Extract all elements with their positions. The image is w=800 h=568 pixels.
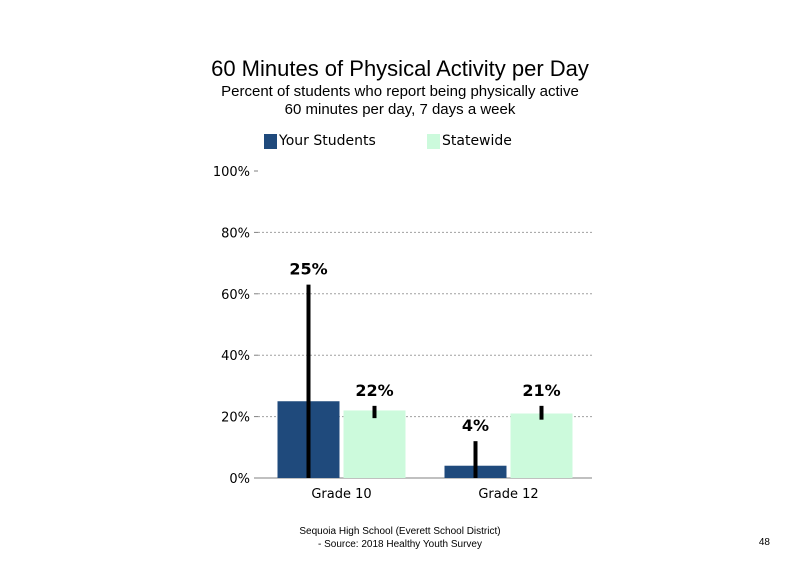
chart-subtitle-line-2: 60 minutes per day, 7 days a week: [284, 101, 516, 118]
data-label: 25%: [289, 260, 327, 279]
y-tick-label: 60%: [221, 288, 250, 303]
legend-item-statewide: Statewide: [427, 133, 512, 149]
bar: [510, 413, 573, 478]
y-tick-label: 80%: [221, 226, 250, 241]
legend-swatch-statewide: [427, 133, 440, 149]
legend: Your Students Statewide: [0, 133, 800, 153]
y-tick-label: 0%: [229, 472, 250, 487]
footer-source: - Source: 2018 Healthy Youth Survey: [318, 539, 482, 550]
y-tick-label: 100%: [213, 165, 250, 180]
footer-school: Sequoia High School (Everett School Dist…: [299, 526, 501, 537]
bar: [343, 410, 406, 478]
y-tick-label: 20%: [221, 411, 250, 426]
data-label: 4%: [462, 416, 489, 435]
data-label: 21%: [522, 381, 560, 400]
chart-title: 60 Minutes of Physical Activity per Day: [211, 56, 589, 81]
y-tick-label: 40%: [221, 349, 250, 364]
chart-subtitle-line-1: Percent of students who report being phy…: [221, 83, 579, 100]
data-label: 22%: [355, 381, 393, 400]
legend-item-your-students: Your Students: [264, 133, 376, 149]
x-tick-label: Grade 12: [478, 487, 538, 502]
page-number: 48: [758, 537, 770, 548]
legend-label-statewide: Statewide: [442, 133, 512, 149]
x-tick-label: Grade 10: [311, 487, 371, 502]
legend-swatch-your-students: [264, 133, 277, 149]
legend-label-your-students: Your Students: [279, 133, 376, 149]
